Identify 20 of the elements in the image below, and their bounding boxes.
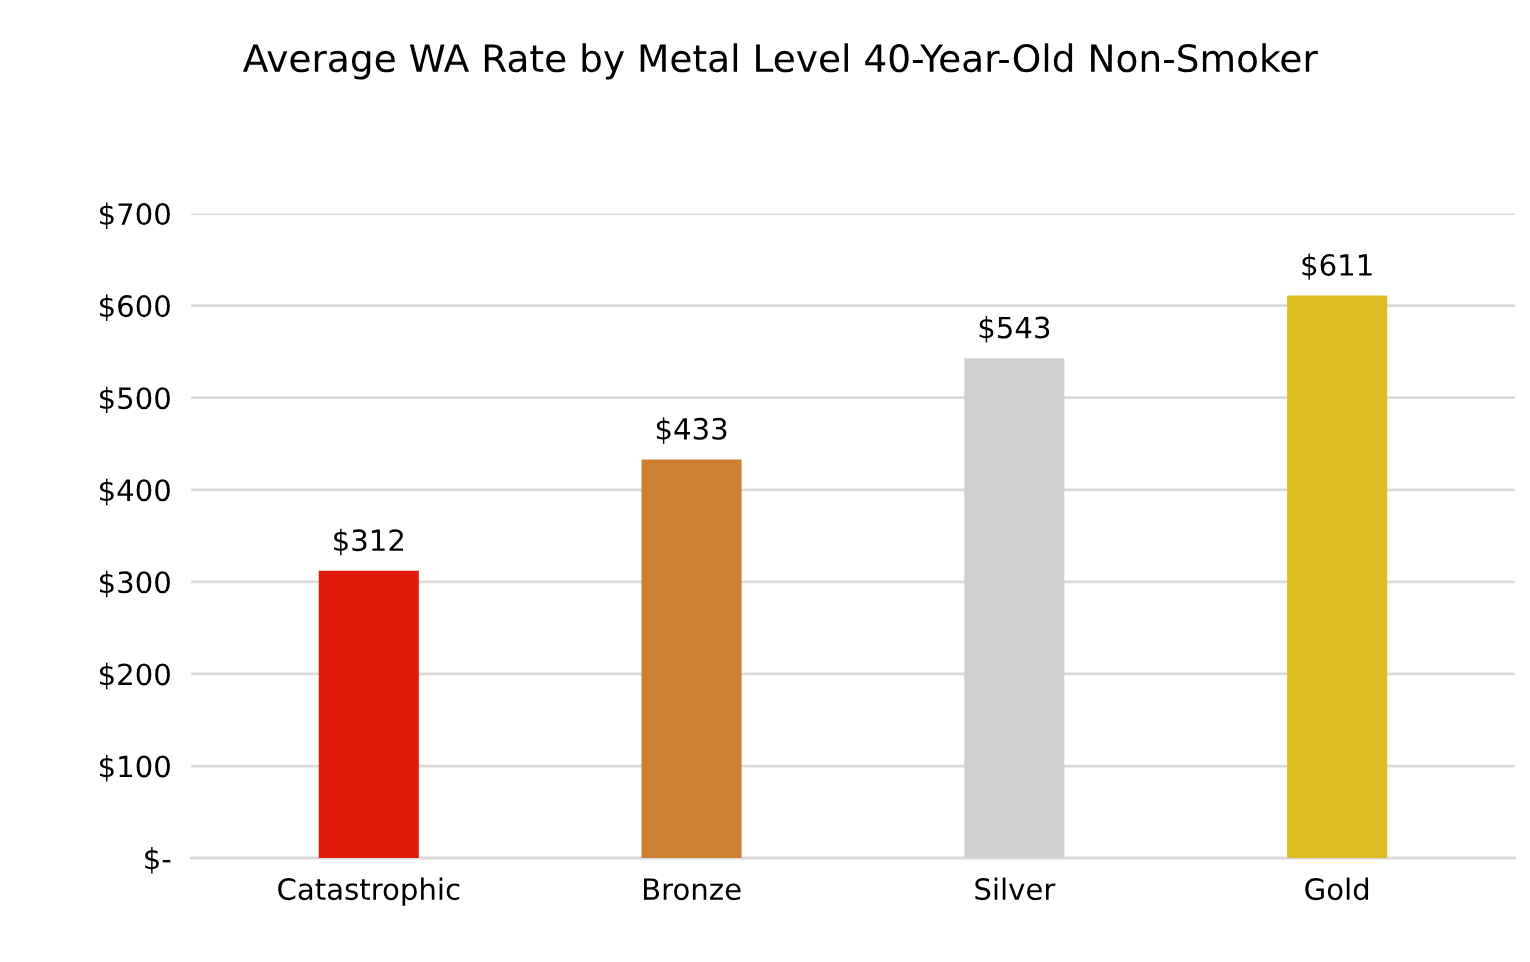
y-tick-label: $400 (100, 478, 170, 506)
x-tick-label: Catastrophic (278, 877, 460, 906)
bar (1287, 295, 1388, 859)
x-tick-label: Bronze (643, 878, 741, 901)
y-tick-label: $300 (100, 570, 170, 598)
chart-title: Average WA Rate by Metal Level 40-Year-Old Non-Smoker (243, 43, 1318, 80)
y-tick-label: $200 (100, 662, 170, 690)
data-label: $312 (334, 528, 403, 556)
y-tick-label: $600 (100, 294, 170, 322)
data-label: $433 (656, 417, 727, 444)
data-label: $611 (1302, 253, 1372, 280)
data-label: $543 (979, 316, 1050, 343)
y-tick-label: $700 (100, 202, 170, 229)
bar (641, 459, 742, 859)
x-tick-label: Silver (975, 877, 1056, 901)
y-tick-label: $100 (100, 754, 170, 782)
x-tick-label: Gold (1305, 877, 1369, 901)
y-tick-label: $- (145, 847, 171, 874)
y-tick-label: $500 (100, 386, 170, 414)
bar (318, 570, 419, 859)
